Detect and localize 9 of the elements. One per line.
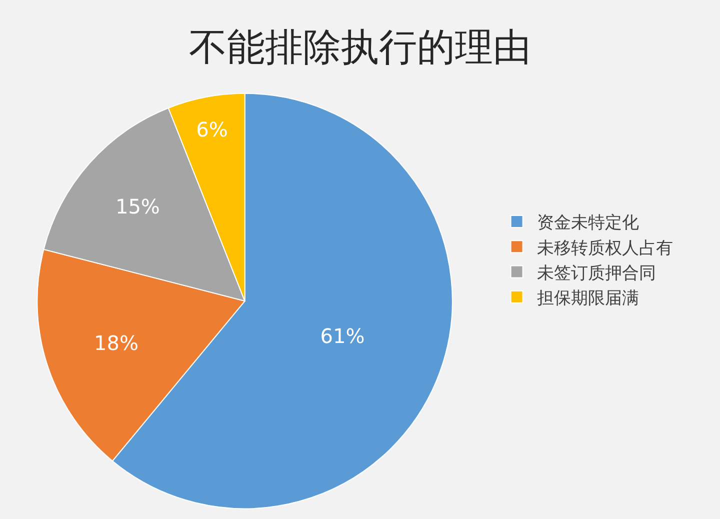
legend-label: 担保期限届满 — [536, 288, 639, 308]
data-label: 6% — [196, 117, 228, 142]
legend-label: 未移转质权人占有 — [536, 238, 673, 258]
data-label: 61% — [320, 324, 365, 348]
data-label: 18% — [94, 330, 138, 355]
legend-label: 未签订质押合同 — [536, 263, 656, 284]
data-label: 15% — [115, 194, 160, 219]
legend-label: 资金未特定化 — [536, 213, 639, 234]
chart-title: 不能排除执行的理由 — [189, 25, 531, 70]
